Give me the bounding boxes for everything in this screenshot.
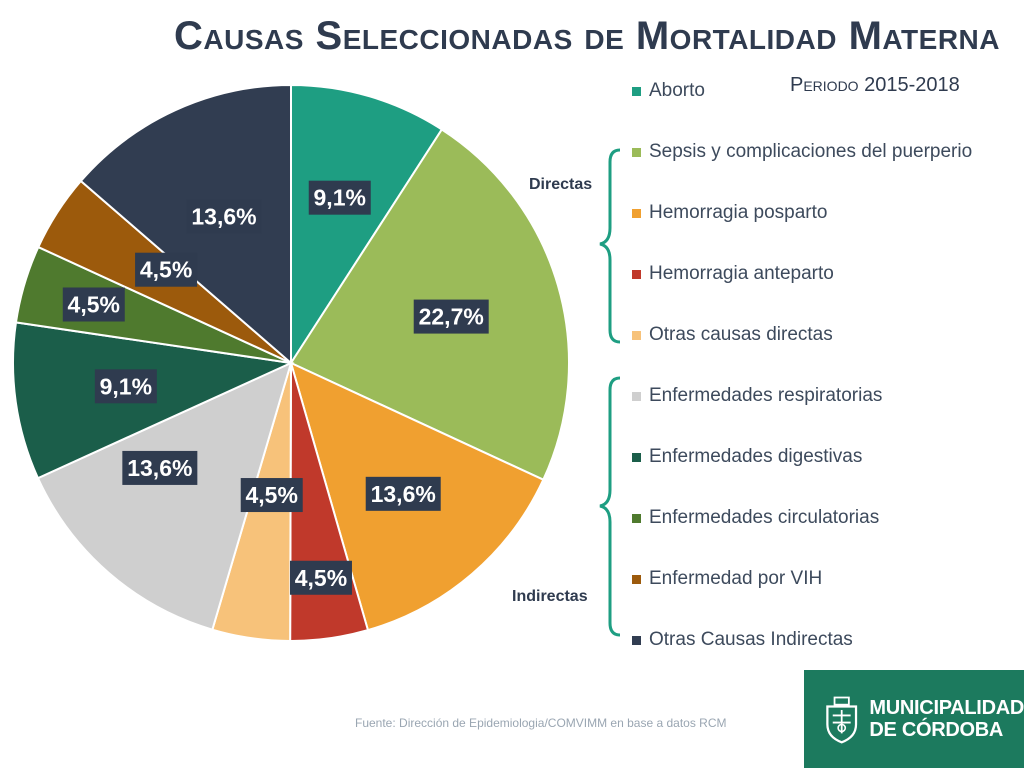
legend-item-otras-directas: Otras causas directas <box>632 322 833 348</box>
legend-item-aborto: Aborto <box>632 78 705 104</box>
group-label-indirectas: Indirectas <box>512 588 588 605</box>
pie-slice-enfermedades-respiratorias <box>36 361 293 631</box>
legend-swatch <box>632 208 641 218</box>
data-label-text: 4,5% <box>295 565 347 591</box>
pie-slice-otras-causas-indirectas <box>79 83 292 366</box>
slice-label-otras-causas-indirectas: 13,6% <box>186 199 262 234</box>
legend-label: Otras causas directas <box>649 324 833 345</box>
data-label-box <box>186 199 262 234</box>
legend-label: Hemorragia posparto <box>649 202 828 223</box>
coat-of-arms-icon <box>826 696 858 744</box>
legend-item-otras-indirectas: Otras Causas Indirectas <box>632 627 853 653</box>
data-label-box <box>289 560 352 595</box>
pie-chart: 9,1% 22,7% 13,6% 4,5% 4,5% 13,6% 9,1% 4,5% 4,5% 1… <box>12 83 570 643</box>
legend-label: Enfermedades respiratorias <box>649 385 883 406</box>
legend-label: Enfermedad por VIH <box>649 568 823 589</box>
legend-label: Hemorragia anteparto <box>649 263 834 284</box>
directas-bracket <box>599 148 621 344</box>
slice-label-sepsis-y-complicaciones-del-puerperio: 22,7% <box>413 299 489 334</box>
legend-swatch <box>632 452 641 462</box>
group-label-directas: Directas <box>529 176 593 193</box>
logo-text-line1: MUNICIPALIDAD <box>869 697 1024 719</box>
legend-swatch <box>632 86 641 96</box>
legend-label: Enfermedades circulatorias <box>649 507 880 528</box>
legend-swatch <box>632 513 641 523</box>
legend-label: Aborto <box>649 80 705 101</box>
indirectas-bracket <box>599 376 621 637</box>
legend-item-sepsis: Sepsis y complicaciones del puerperio <box>632 139 972 165</box>
data-label-box <box>135 252 198 287</box>
data-label-text: 13,6% <box>191 203 256 229</box>
logo-text-line2: DE CÓRDOBA <box>869 719 1004 741</box>
data-label-text: 9,1% <box>100 373 152 399</box>
legend-label: Otras Causas Indirectas <box>649 629 853 650</box>
legend-swatch <box>632 269 641 279</box>
slice-label-enfermedades-digestivas: 9,1% <box>94 369 157 404</box>
data-label-text: 13,6% <box>371 481 436 507</box>
page-title: Causas Seleccionadas de Mortalidad Mater… <box>174 14 1000 58</box>
data-label-box <box>62 287 125 322</box>
data-label-box <box>365 476 441 511</box>
legend-item-circulatorias: Enfermedades circulatorias <box>632 505 879 531</box>
data-label-box <box>308 180 371 215</box>
data-label-box <box>94 369 157 404</box>
data-label-text: 13,6% <box>127 455 192 481</box>
legend-swatch <box>632 391 641 401</box>
legend-label: Sepsis y complicaciones del puerperio <box>649 141 973 162</box>
data-label-box <box>240 478 303 513</box>
source-note: Fuente: Dirección de Epidemiologia/COMVI… <box>355 716 727 730</box>
municipality-logo: MUNICIPALIDAD DE CÓRDOBA <box>804 670 1024 768</box>
data-label-text: 4,5% <box>140 257 192 283</box>
slice-label-hemorragia-posparto: 13,6% <box>365 476 441 511</box>
legend-label: Enfermedades digestivas <box>649 446 863 467</box>
legend-swatch <box>632 635 641 645</box>
slice-label-hemorragia-anteparto: 4,5% <box>289 560 352 595</box>
legend-item-hemorragia-posparto: Hemorragia posparto <box>632 200 827 226</box>
data-label-text: 4,5% <box>68 292 120 318</box>
data-label-box <box>413 299 489 334</box>
slice-label-enfermedad-por-vih: 4,5% <box>135 252 198 287</box>
slice-label-otras-causas-directas: 4,5% <box>240 478 303 513</box>
data-label-box <box>122 450 198 485</box>
slice-label-enfermedades-respiratorias: 13,6% <box>122 450 198 485</box>
period-label: Periodo 2015-2018 <box>790 74 960 96</box>
legend-item-respiratorias: Enfermedades respiratorias <box>632 383 882 409</box>
legend-swatch <box>632 330 641 340</box>
data-label-text: 22,7% <box>419 304 484 330</box>
legend-item-hemorragia-anteparto: Hemorragia anteparto <box>632 261 834 287</box>
slice-label-enfermedades-circulatorias: 4,5% <box>62 287 125 322</box>
data-label-text: 9,1% <box>314 185 366 211</box>
data-label-text: 4,5% <box>246 482 298 508</box>
group-brackets <box>599 148 621 637</box>
legend-item-vih: Enfermedad por VIH <box>632 566 822 592</box>
legend-item-digestivas: Enfermedades digestivas <box>632 444 862 470</box>
slice-label-aborto: 9,1% <box>308 180 371 215</box>
legend-swatch <box>632 147 641 157</box>
legend-swatch <box>632 574 641 584</box>
pie-slice-aborto <box>290 83 444 367</box>
